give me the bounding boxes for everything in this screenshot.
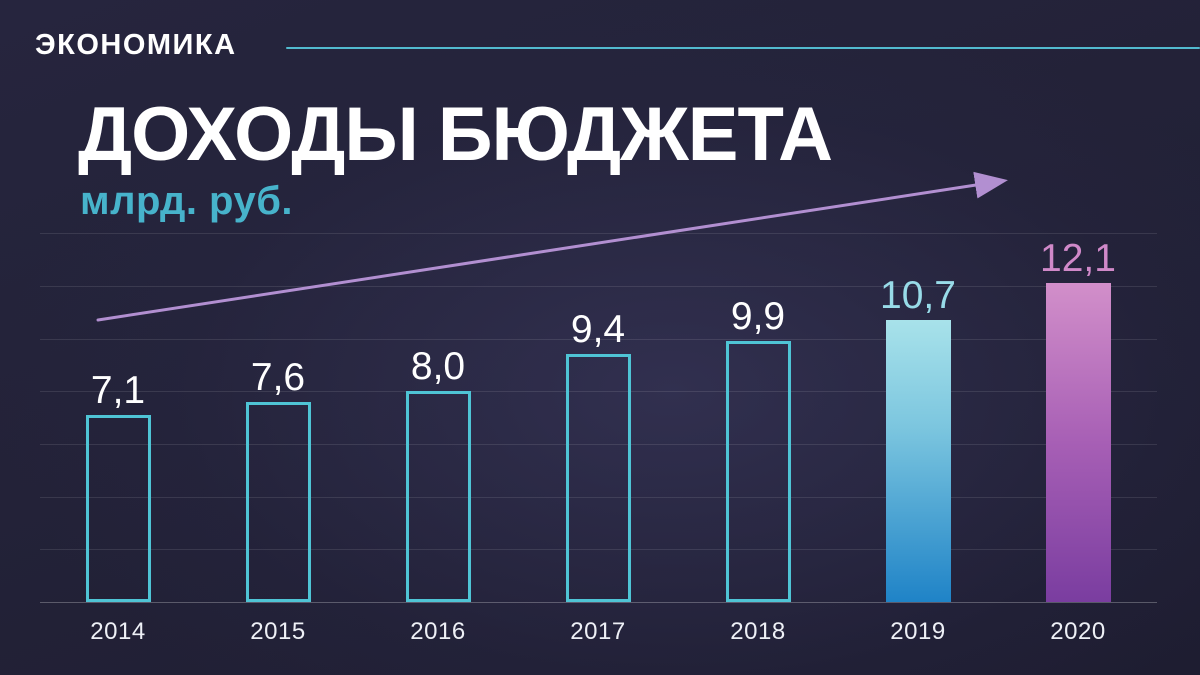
category-label: ЭКОНОМИКА: [35, 29, 237, 61]
bar-2014: [85, 414, 151, 602]
gridline: [40, 443, 1157, 445]
bar-2020: [1045, 283, 1111, 602]
chart-units-label: млрд. руб.: [80, 179, 294, 223]
gridline: [40, 496, 1157, 498]
bar-2015: [245, 401, 311, 602]
gridline: [40, 549, 1157, 551]
value-label-2015: 7,6: [250, 355, 306, 399]
year-label-2015: 2015: [250, 618, 306, 645]
year-label-2016: 2016: [410, 618, 466, 645]
year-label-2014: 2014: [90, 618, 146, 645]
x-axis-line: [40, 602, 1157, 603]
bar-2018: [725, 341, 791, 602]
value-label-2016: 8,0: [410, 345, 466, 389]
bar-2016: [405, 391, 471, 602]
year-label-2018: 2018: [730, 618, 786, 645]
chart-title: ДОХОДЫ БЮДЖЕТА: [78, 92, 833, 177]
value-label-2018: 9,9: [730, 295, 786, 339]
year-label-2019: 2019: [890, 618, 946, 645]
bar-2019: [885, 320, 951, 602]
year-label-2017: 2017: [570, 618, 626, 645]
gridline: [40, 391, 1157, 393]
value-label-2019: 10,7: [880, 274, 956, 318]
header-divider-line: [286, 47, 1200, 49]
bar-2017: [565, 354, 631, 602]
value-label-2017: 9,4: [570, 308, 626, 352]
gridline: [40, 338, 1157, 340]
year-label-2020: 2020: [1050, 618, 1106, 645]
value-label-2020: 12,1: [1040, 237, 1116, 281]
value-label-2014: 7,1: [90, 368, 146, 412]
gridline: [40, 233, 1157, 235]
